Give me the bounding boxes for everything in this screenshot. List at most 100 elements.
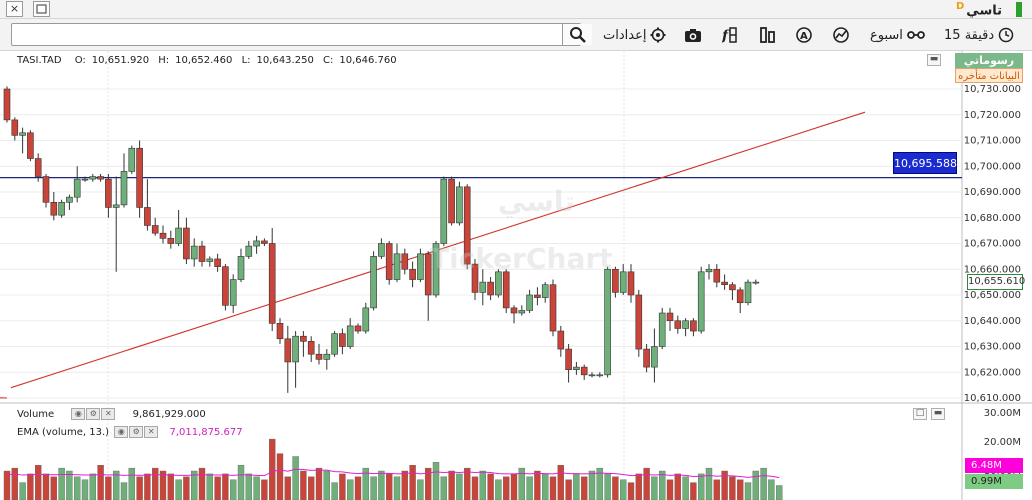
candle-up <box>541 284 549 298</box>
compare-label: اسبوع <box>870 27 903 43</box>
panel-menu-button[interactable]: ▬ <box>927 54 941 66</box>
candle-down <box>549 284 557 332</box>
candle-down <box>42 176 50 203</box>
volume-bar <box>35 465 42 500</box>
screenshot-button[interactable] <box>684 25 702 45</box>
candle-up <box>253 240 260 247</box>
volume-bar <box>643 467 650 500</box>
svg-text:A: A <box>800 31 808 42</box>
candle-up <box>432 243 440 296</box>
volume-bar <box>292 456 299 500</box>
close-window-button[interactable]: × <box>6 1 23 17</box>
candle-down <box>729 284 736 291</box>
candle-up <box>292 335 299 363</box>
volume-axis-tick-label: 30.00M <box>984 408 1021 419</box>
compare-button[interactable]: اسبوع <box>870 25 925 45</box>
compare-icon <box>907 31 925 39</box>
my-drawings-badge[interactable]: رسوماتي <box>955 53 1023 68</box>
settings-button[interactable]: إعدادات <box>603 25 666 45</box>
volume-panel-maximize-button[interactable]: □ <box>913 408 927 420</box>
volume-bar <box>534 470 541 500</box>
candle-down <box>34 158 42 177</box>
low-value: 10,643.250 <box>256 55 314 66</box>
volume-bar <box>73 476 81 500</box>
search-box <box>11 23 592 46</box>
ema-settings-icon[interactable]: ⚙ <box>129 426 144 438</box>
candle-up <box>705 268 713 273</box>
candle-up <box>346 325 354 347</box>
search-input[interactable] <box>16 26 546 43</box>
candle-up <box>81 178 89 181</box>
interval-button[interactable]: 15 دقيقة <box>944 25 1014 45</box>
alert-icon: A <box>796 27 812 43</box>
candle-down <box>268 243 276 324</box>
volume-bar <box>66 470 73 500</box>
candle-up <box>229 279 237 306</box>
candle-down <box>401 253 409 270</box>
candle-down <box>339 333 346 347</box>
chart-type-button[interactable] <box>760 25 776 45</box>
volume-bar <box>19 482 26 500</box>
candle-up <box>479 281 487 293</box>
candle-up <box>237 256 245 280</box>
volume-bar <box>713 479 720 500</box>
price-chart-canvas[interactable]: 10,730.000 10,720.000 10,710.000 10,700.000… <box>0 51 1032 500</box>
volume-bar <box>612 476 619 500</box>
volume-bar <box>120 482 128 500</box>
candle-down <box>627 271 635 296</box>
candle-down <box>198 245 206 262</box>
high-value: 10,652.460 <box>175 55 233 66</box>
volume-bar <box>183 476 190 500</box>
candle-up <box>651 346 658 368</box>
candle-up <box>331 333 338 355</box>
volume-remove-icon[interactable]: ✕ <box>101 408 116 420</box>
candle-up <box>73 178 81 198</box>
volume-bar <box>588 470 596 500</box>
volume-bar <box>510 473 518 500</box>
y-axis-tick-label: 10,690.000 <box>964 187 1021 198</box>
candle-down <box>144 207 151 226</box>
volume-bar <box>620 479 627 500</box>
volume-axis-tick-label: 20.00M <box>984 437 1021 448</box>
gear-icon <box>650 27 666 43</box>
candle-up <box>619 271 627 293</box>
volume-panel-menu-button[interactable]: ▬ <box>931 408 945 420</box>
ema-remove-icon[interactable]: ✕ <box>144 426 159 438</box>
volume-bar <box>464 467 471 500</box>
volume-bar <box>495 479 502 500</box>
volume-bar <box>362 467 369 500</box>
candle-down <box>3 88 11 121</box>
volume-bar <box>105 476 112 500</box>
candle-down <box>159 232 167 239</box>
candle-up <box>19 132 26 136</box>
chart-area[interactable]: 10,730.000 10,720.000 10,710.000 10,700.000… <box>0 51 1032 500</box>
y-axis-tick-label: 10,650.000 <box>964 290 1021 301</box>
indicators-button[interactable]: f <box>722 25 738 45</box>
volume-bar <box>354 476 362 500</box>
candle-up <box>518 310 526 314</box>
volume-bar <box>417 479 424 500</box>
candle-down <box>276 323 284 340</box>
candle-up <box>526 294 533 311</box>
volume-bar <box>276 453 284 500</box>
volume-visibility-icon[interactable]: ◉ <box>71 408 86 420</box>
candle-up <box>89 176 97 180</box>
volume-bar <box>659 470 666 500</box>
volume-bar <box>378 470 385 500</box>
candle-down <box>580 366 588 376</box>
maximize-window-button[interactable] <box>33 1 50 17</box>
drawing-tools-button[interactable] <box>832 25 850 45</box>
volume-bar <box>300 470 307 500</box>
y-axis-tick-label: 10,700.000 <box>964 161 1021 172</box>
volume-bar <box>651 476 658 500</box>
volume-settings-icon[interactable]: ⚙ <box>86 408 101 420</box>
ema-visibility-icon[interactable]: ◉ <box>114 426 129 438</box>
volume-bar <box>729 476 736 500</box>
volume-bar <box>409 465 416 500</box>
search-button[interactable] <box>562 24 592 45</box>
volume-bar <box>401 470 408 500</box>
horizontal-line-price-label[interactable]: 10,695.588 <box>893 152 957 174</box>
alert-button[interactable]: A <box>795 25 813 45</box>
volume-bar <box>284 476 291 500</box>
candle-up <box>744 281 752 304</box>
